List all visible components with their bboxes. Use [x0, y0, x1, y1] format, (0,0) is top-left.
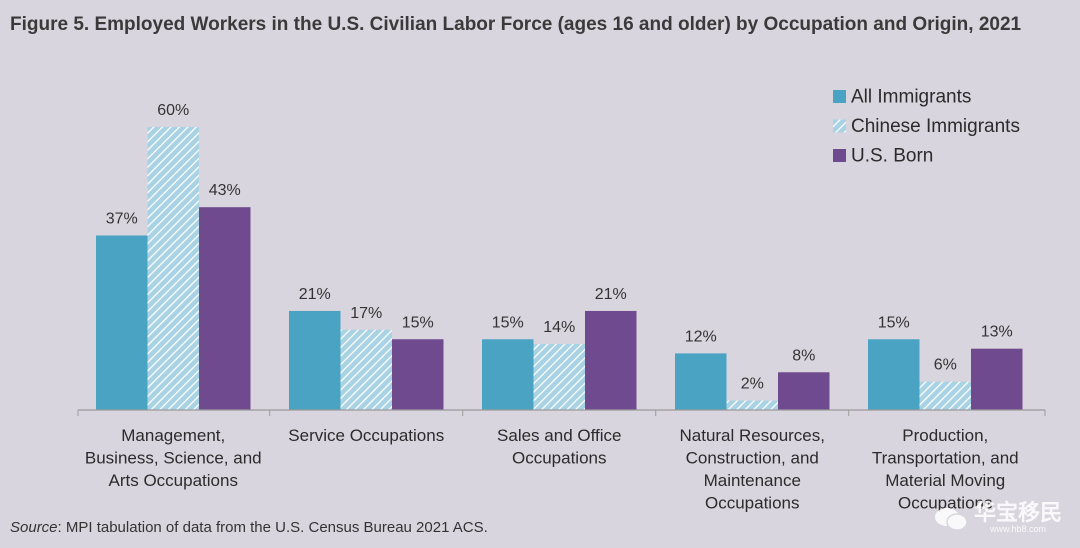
- bar-all-immigrants-0: [96, 235, 148, 410]
- bar-labels-group: 37% 60% 43% 21% 17% 15% 15% 14% 21% 12% 2% 8% 15% 6% 1…: [106, 102, 1013, 393]
- category-label-line: Management,: [121, 426, 225, 445]
- x-axis: [77, 409, 1046, 416]
- category-label-1: Service Occupations: [288, 426, 444, 445]
- bar-u-s-born-1: [392, 339, 444, 410]
- category-label-line: Transportation, and: [872, 449, 1019, 468]
- bar-chinese-immigrants-4: [919, 381, 971, 410]
- bar-u-s-born-0: [199, 207, 251, 410]
- category-label-line: Sales and Office: [497, 426, 621, 445]
- bar-chinese-immigrants-1: [340, 329, 392, 410]
- legend-swatch-chinese-immigrants: [833, 119, 846, 133]
- source-note: Source: MPI tabulation of data from the …: [10, 519, 488, 536]
- data-label-u-s-born-3: 8%: [792, 347, 815, 364]
- data-label-all-immigrants-3: 12%: [685, 328, 717, 345]
- bar-all-immigrants-4: [868, 339, 920, 410]
- bar-chinese-immigrants-2: [533, 343, 585, 410]
- category-label-0: Management, Business, Science, and Arts Oc…: [85, 426, 262, 490]
- bar-chinese-immigrants-0: [147, 127, 199, 410]
- category-label-line: Construction, and: [686, 449, 819, 468]
- source-text: : MPI tabulation of data from the U.S. C…: [57, 519, 488, 536]
- category-label-line: Natural Resources,: [679, 426, 825, 445]
- bar-all-immigrants-1: [289, 310, 341, 410]
- chart-title: Figure 5. Employed Workers in the U.S. C…: [10, 14, 1022, 35]
- data-label-all-immigrants-4: 15%: [878, 314, 910, 331]
- watermark: 华宝移民 www.hb8.com: [934, 503, 1062, 534]
- category-label-line: Arts Occupations: [109, 471, 238, 490]
- watermark-text: 华宝移民: [973, 501, 1062, 526]
- category-label-line: Material Moving: [885, 471, 1005, 490]
- data-label-u-s-born-0: 43%: [209, 182, 241, 199]
- bar-u-s-born-2: [585, 310, 637, 410]
- data-label-chinese-immigrants-4: 6%: [934, 357, 957, 374]
- category-label-4: Production, Transportation, and Material M…: [872, 426, 1019, 513]
- legend-swatch-all-immigrants: [833, 90, 846, 103]
- data-label-u-s-born-1: 15%: [402, 314, 434, 331]
- category-label-3: Natural Resources, Construction, and Maint…: [679, 426, 825, 513]
- bar-all-immigrants-2: [482, 339, 534, 410]
- category-label-line: Occupations: [705, 494, 800, 513]
- category-label-line: Production,: [902, 426, 988, 445]
- data-label-u-s-born-4: 13%: [981, 324, 1013, 341]
- category-label-line: Service Occupations: [288, 426, 444, 445]
- legend-label-chinese-immigrants: Chinese Immigrants: [851, 116, 1020, 137]
- data-label-chinese-immigrants-0: 60%: [157, 102, 189, 119]
- legend-label-u-s-born: U.S. Born: [851, 146, 933, 167]
- category-label-line: Occupations: [898, 494, 993, 513]
- data-label-all-immigrants-2: 15%: [492, 314, 524, 331]
- watermark-url: www.hb8.com: [989, 524, 1046, 534]
- bar-chinese-immigrants-3: [726, 400, 778, 410]
- category-label-line: Occupations: [512, 449, 607, 468]
- data-label-chinese-immigrants-2: 14%: [543, 319, 575, 336]
- data-label-all-immigrants-1: 21%: [299, 286, 331, 303]
- category-labels-group: Management, Business, Science, and Arts Oc…: [85, 426, 1019, 513]
- data-label-u-s-born-2: 21%: [595, 286, 627, 303]
- category-label-2: Sales and Office Occupations: [497, 426, 621, 468]
- legend-swatch-u-s-born: [833, 149, 846, 162]
- legend-label-all-immigrants: All Immigrants: [851, 87, 971, 108]
- bar-all-immigrants-3: [675, 353, 727, 410]
- data-label-all-immigrants-0: 37%: [106, 210, 138, 227]
- data-label-chinese-immigrants-1: 17%: [350, 305, 382, 322]
- bar-u-s-born-4: [971, 348, 1023, 410]
- legend: All Immigrants Chinese Immigrants U.S. Bor…: [833, 87, 1020, 167]
- data-label-chinese-immigrants-3: 2%: [741, 376, 764, 393]
- category-label-line: Business, Science, and: [85, 449, 262, 468]
- chat-bubble-icon: [934, 507, 968, 531]
- bars-group: [96, 127, 1023, 410]
- bar-u-s-born-3: [778, 372, 830, 410]
- source-label: Source: [10, 519, 58, 536]
- category-label-line: Maintenance: [704, 471, 801, 490]
